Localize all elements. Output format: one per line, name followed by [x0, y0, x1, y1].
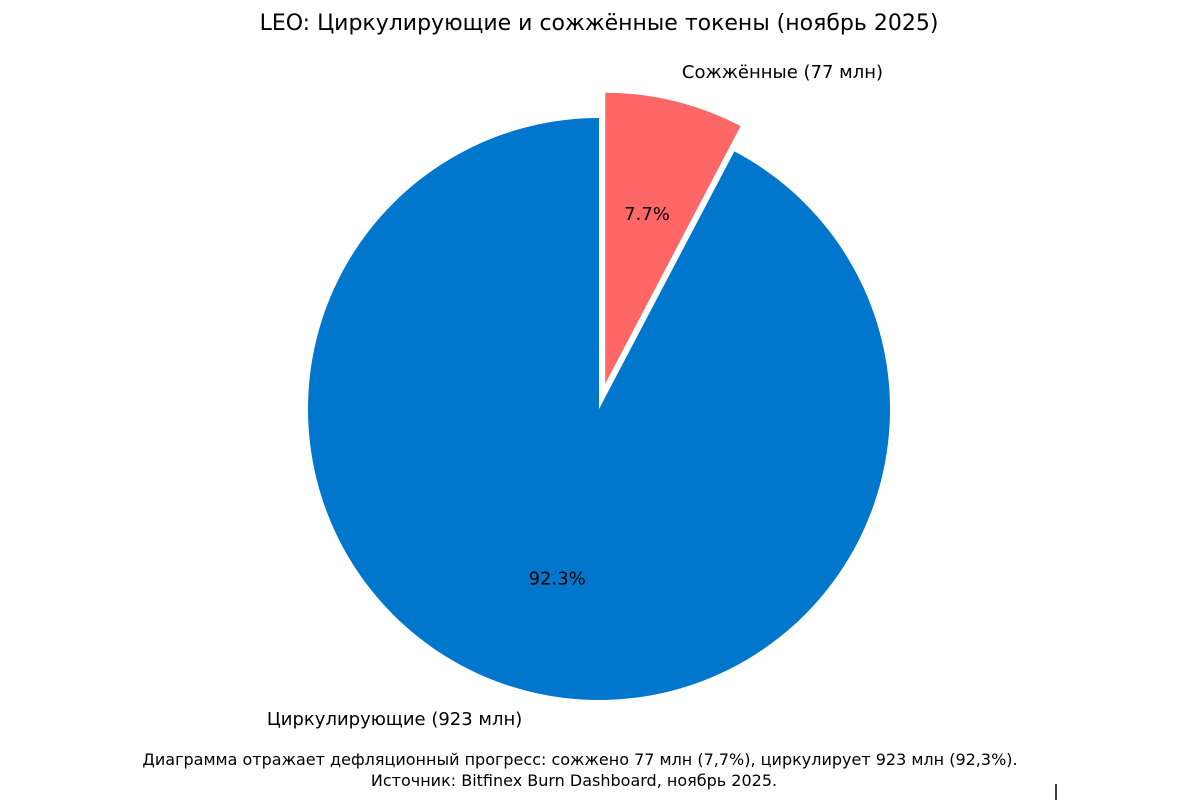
caption-line-1: Диаграмма отражает дефляционный прогресс…	[142, 750, 1017, 769]
pie-pct-label-1: 92.3%	[529, 569, 586, 590]
pie-slice-0	[605, 92, 741, 384]
chart-title: LEO: Циркулирующие и сожжённые токены (н…	[260, 11, 939, 36]
pie-slice-label-0: Сожжённые (77 млн)	[682, 62, 883, 83]
caption-line-2: Источник: Bitfinex Burn Dashboard, ноябр…	[371, 771, 777, 790]
pie-slice-label-1: Циркулирующие (923 млн)	[267, 709, 522, 730]
pie-slice-1	[307, 118, 890, 700]
pie-pct-label-0: 7.7%	[624, 204, 670, 225]
